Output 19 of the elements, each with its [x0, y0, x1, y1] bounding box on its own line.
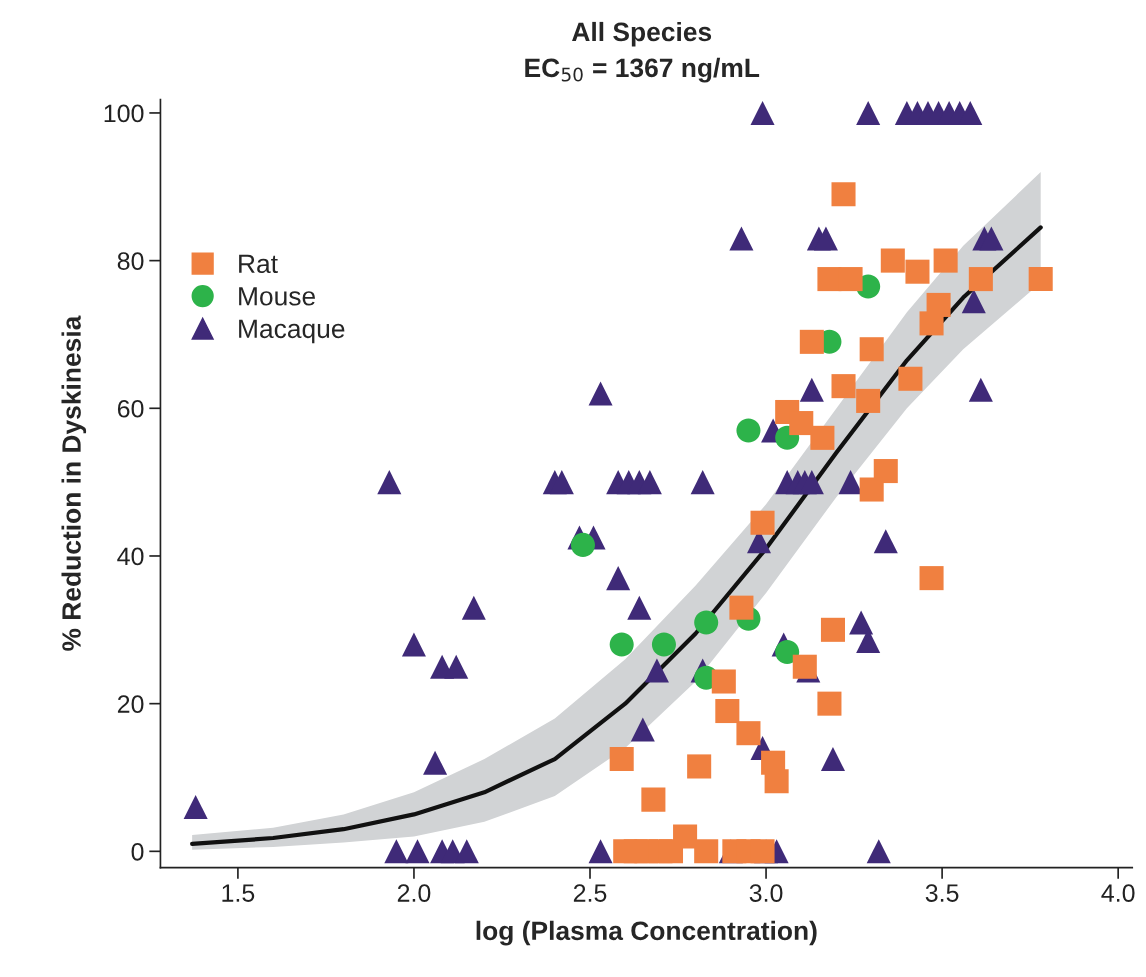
- x-tick-label: 3.0: [749, 884, 783, 902]
- legend-label: Macaque: [239, 319, 345, 344]
- legend-label: Rat: [239, 254, 278, 274]
- y-tick-label: 0: [131, 842, 144, 861]
- x-tick-label: 4.0: [1101, 884, 1135, 902]
- x-tick-label: 2.0: [397, 884, 431, 902]
- x-tick-label: 1.5: [222, 884, 255, 902]
- y-tick-label: 20: [117, 695, 144, 713]
- chart-subtitle: EC$_{50}$ = 1367 ng/mL: [525, 57, 760, 83]
- y-tick-label: 100: [104, 104, 144, 123]
- x-tick-label: 3.5: [925, 884, 959, 902]
- x-axis-title: log (Plasma Concentration): [476, 920, 817, 946]
- legend-label: Mouse: [239, 287, 315, 306]
- chart-title: All Species: [572, 21, 712, 47]
- y-tick-label: 60: [117, 399, 144, 418]
- y-axis-title: % Reduction in Dyskinesia: [61, 315, 87, 651]
- y-tick-label: 80: [117, 252, 144, 270]
- x-tick-label: 2.5: [573, 884, 607, 902]
- y-tick-label: 40: [117, 547, 144, 566]
